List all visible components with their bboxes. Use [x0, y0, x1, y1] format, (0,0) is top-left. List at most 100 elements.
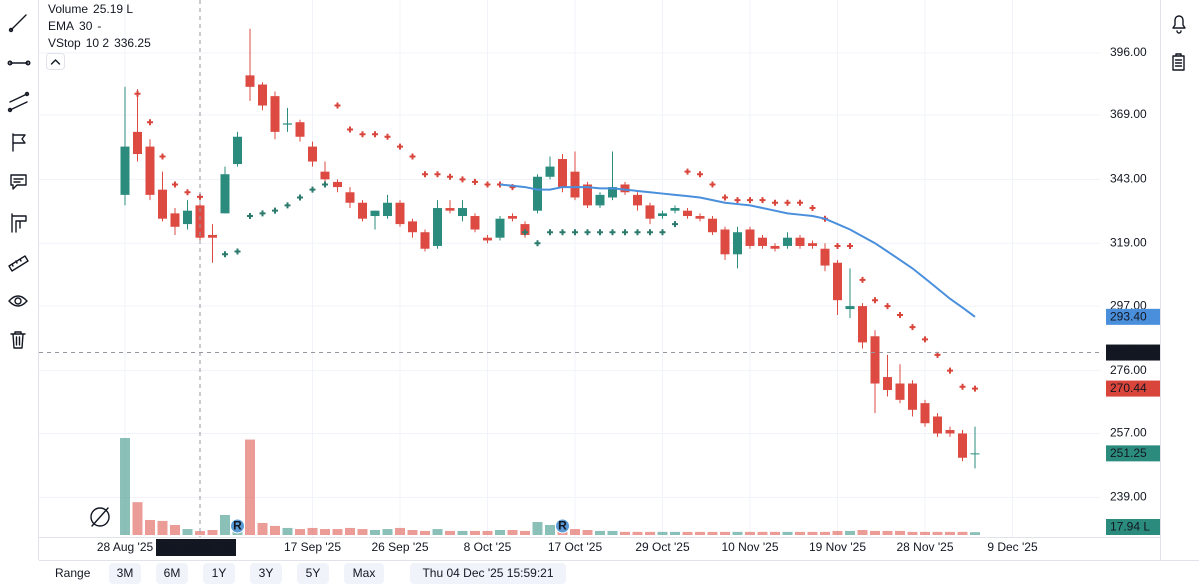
candle-body	[133, 131, 142, 155]
candle-body	[233, 136, 242, 165]
candle-body	[333, 181, 342, 188]
legend-collapse-button[interactable]	[46, 53, 65, 70]
legend-param: 10 2	[86, 36, 110, 50]
volume-bar	[545, 524, 555, 535]
range-button-label[interactable]: 1Y	[212, 566, 227, 580]
y-tick-label: 276.00	[1110, 363, 1147, 377]
range-button-label[interactable]: 6M	[164, 566, 181, 580]
vstop-marker	[372, 131, 378, 138]
visibility-tool[interactable]	[8, 295, 28, 307]
range-button[interactable]	[344, 563, 384, 584]
timestamp-box	[410, 563, 566, 584]
crosshair-date-box	[156, 539, 236, 556]
volume-bar	[520, 530, 530, 535]
comment-tool[interactable]	[10, 174, 27, 190]
vstop-marker	[684, 168, 691, 175]
hide-volume-icon[interactable]	[90, 507, 110, 527]
range-button-label[interactable]: 5Y	[306, 566, 321, 580]
candle-body	[895, 383, 905, 400]
alerts-button[interactable]	[1172, 15, 1186, 34]
candle-body	[395, 202, 405, 225]
candle-body	[420, 232, 430, 249]
vstop-marker	[884, 303, 891, 310]
candle-body	[370, 210, 380, 217]
delete-tool[interactable]	[10, 331, 26, 349]
candle-body	[208, 234, 217, 238]
candle-body	[483, 237, 492, 241]
volume-bar	[845, 530, 855, 535]
candle-body	[808, 243, 817, 246]
volume-bar	[807, 531, 818, 535]
event-marker[interactable]	[555, 518, 570, 534]
y-tick-label: 239.00	[1110, 490, 1147, 504]
range-button-label[interactable]: Max	[353, 566, 376, 580]
volume-bar	[670, 531, 680, 535]
volume-last-box	[1106, 519, 1160, 535]
range-bar: Range 3M 6M 1Y 3Y 5Y Max Thu 04 Dec '25 15:59:2…	[55, 563, 566, 584]
volume-last-label: 17.94 L	[1110, 520, 1150, 534]
volume-bar	[620, 531, 630, 535]
vstop-marker	[359, 131, 366, 138]
volume-bar	[270, 525, 280, 535]
vstop-marker	[859, 276, 866, 283]
vstop-marker	[434, 171, 441, 178]
candle-body	[908, 383, 917, 410]
volume-bar	[632, 531, 643, 535]
event-marker[interactable]	[230, 518, 245, 534]
vstop-marker	[747, 197, 753, 204]
volume-bar	[570, 529, 580, 535]
volume-bar	[907, 531, 918, 535]
volume-bar	[357, 529, 368, 535]
pattern-tool[interactable]	[11, 213, 27, 233]
y-tick-label: 319.00	[1110, 235, 1147, 249]
candle-body	[433, 208, 442, 246]
volume-bar	[895, 530, 905, 535]
y-tick-label: 369.00	[1110, 107, 1147, 121]
volume-bar	[395, 527, 405, 535]
crosshair-date-label: Thu 4 Sep '25	[159, 540, 234, 554]
vstop-marker	[659, 229, 666, 236]
vstop-marker	[222, 251, 228, 258]
range-button-label[interactable]: 3M	[117, 566, 134, 580]
range-button[interactable]	[297, 563, 329, 584]
candle-body	[145, 146, 155, 195]
crosshair-price-box	[1106, 344, 1160, 361]
flag-tool[interactable]	[12, 133, 26, 152]
vstop-marker	[897, 312, 903, 319]
candle-body	[958, 433, 967, 458]
range-button[interactable]	[156, 563, 188, 584]
range-button[interactable]	[109, 563, 141, 584]
event-label: R	[558, 519, 567, 533]
vstop-marker	[284, 202, 291, 209]
candle-body	[470, 216, 480, 230]
volume-bar	[920, 531, 930, 535]
volume-bar	[307, 527, 318, 535]
vstop-marker	[872, 297, 878, 304]
vstop-marker	[572, 229, 578, 236]
range-button-label[interactable]: 3Y	[259, 566, 274, 580]
vstop-marker	[172, 181, 178, 188]
vstop-marker	[272, 207, 278, 214]
vstop-marker	[947, 367, 953, 374]
trend-line-tool[interactable]	[8, 14, 27, 33]
legend: Volume 25.19 L EMA 30 - VStop 10 2 336.25	[48, 2, 151, 50]
vstop-marker	[534, 240, 541, 247]
right-toolbar	[1160, 0, 1186, 560]
vstop-marker	[309, 186, 316, 193]
volume-bar	[145, 519, 155, 535]
vstop-marker	[259, 210, 266, 217]
range-button[interactable]	[250, 563, 282, 584]
vstop-last-box	[1106, 380, 1160, 397]
candle-body	[858, 306, 867, 343]
channel-tool[interactable]	[7, 91, 30, 113]
legend-value: -	[97, 19, 101, 33]
candle-body	[308, 146, 317, 162]
candle-body	[708, 218, 717, 233]
data-window-button[interactable]	[1172, 53, 1185, 71]
close-last-label: 251.25	[1110, 446, 1147, 460]
volume-bar	[245, 439, 255, 535]
range-button[interactable]	[203, 563, 235, 584]
horizontal-line-tool[interactable]	[7, 60, 31, 66]
legend-name: Volume	[48, 2, 88, 16]
ruler-tool[interactable]	[8, 255, 29, 272]
